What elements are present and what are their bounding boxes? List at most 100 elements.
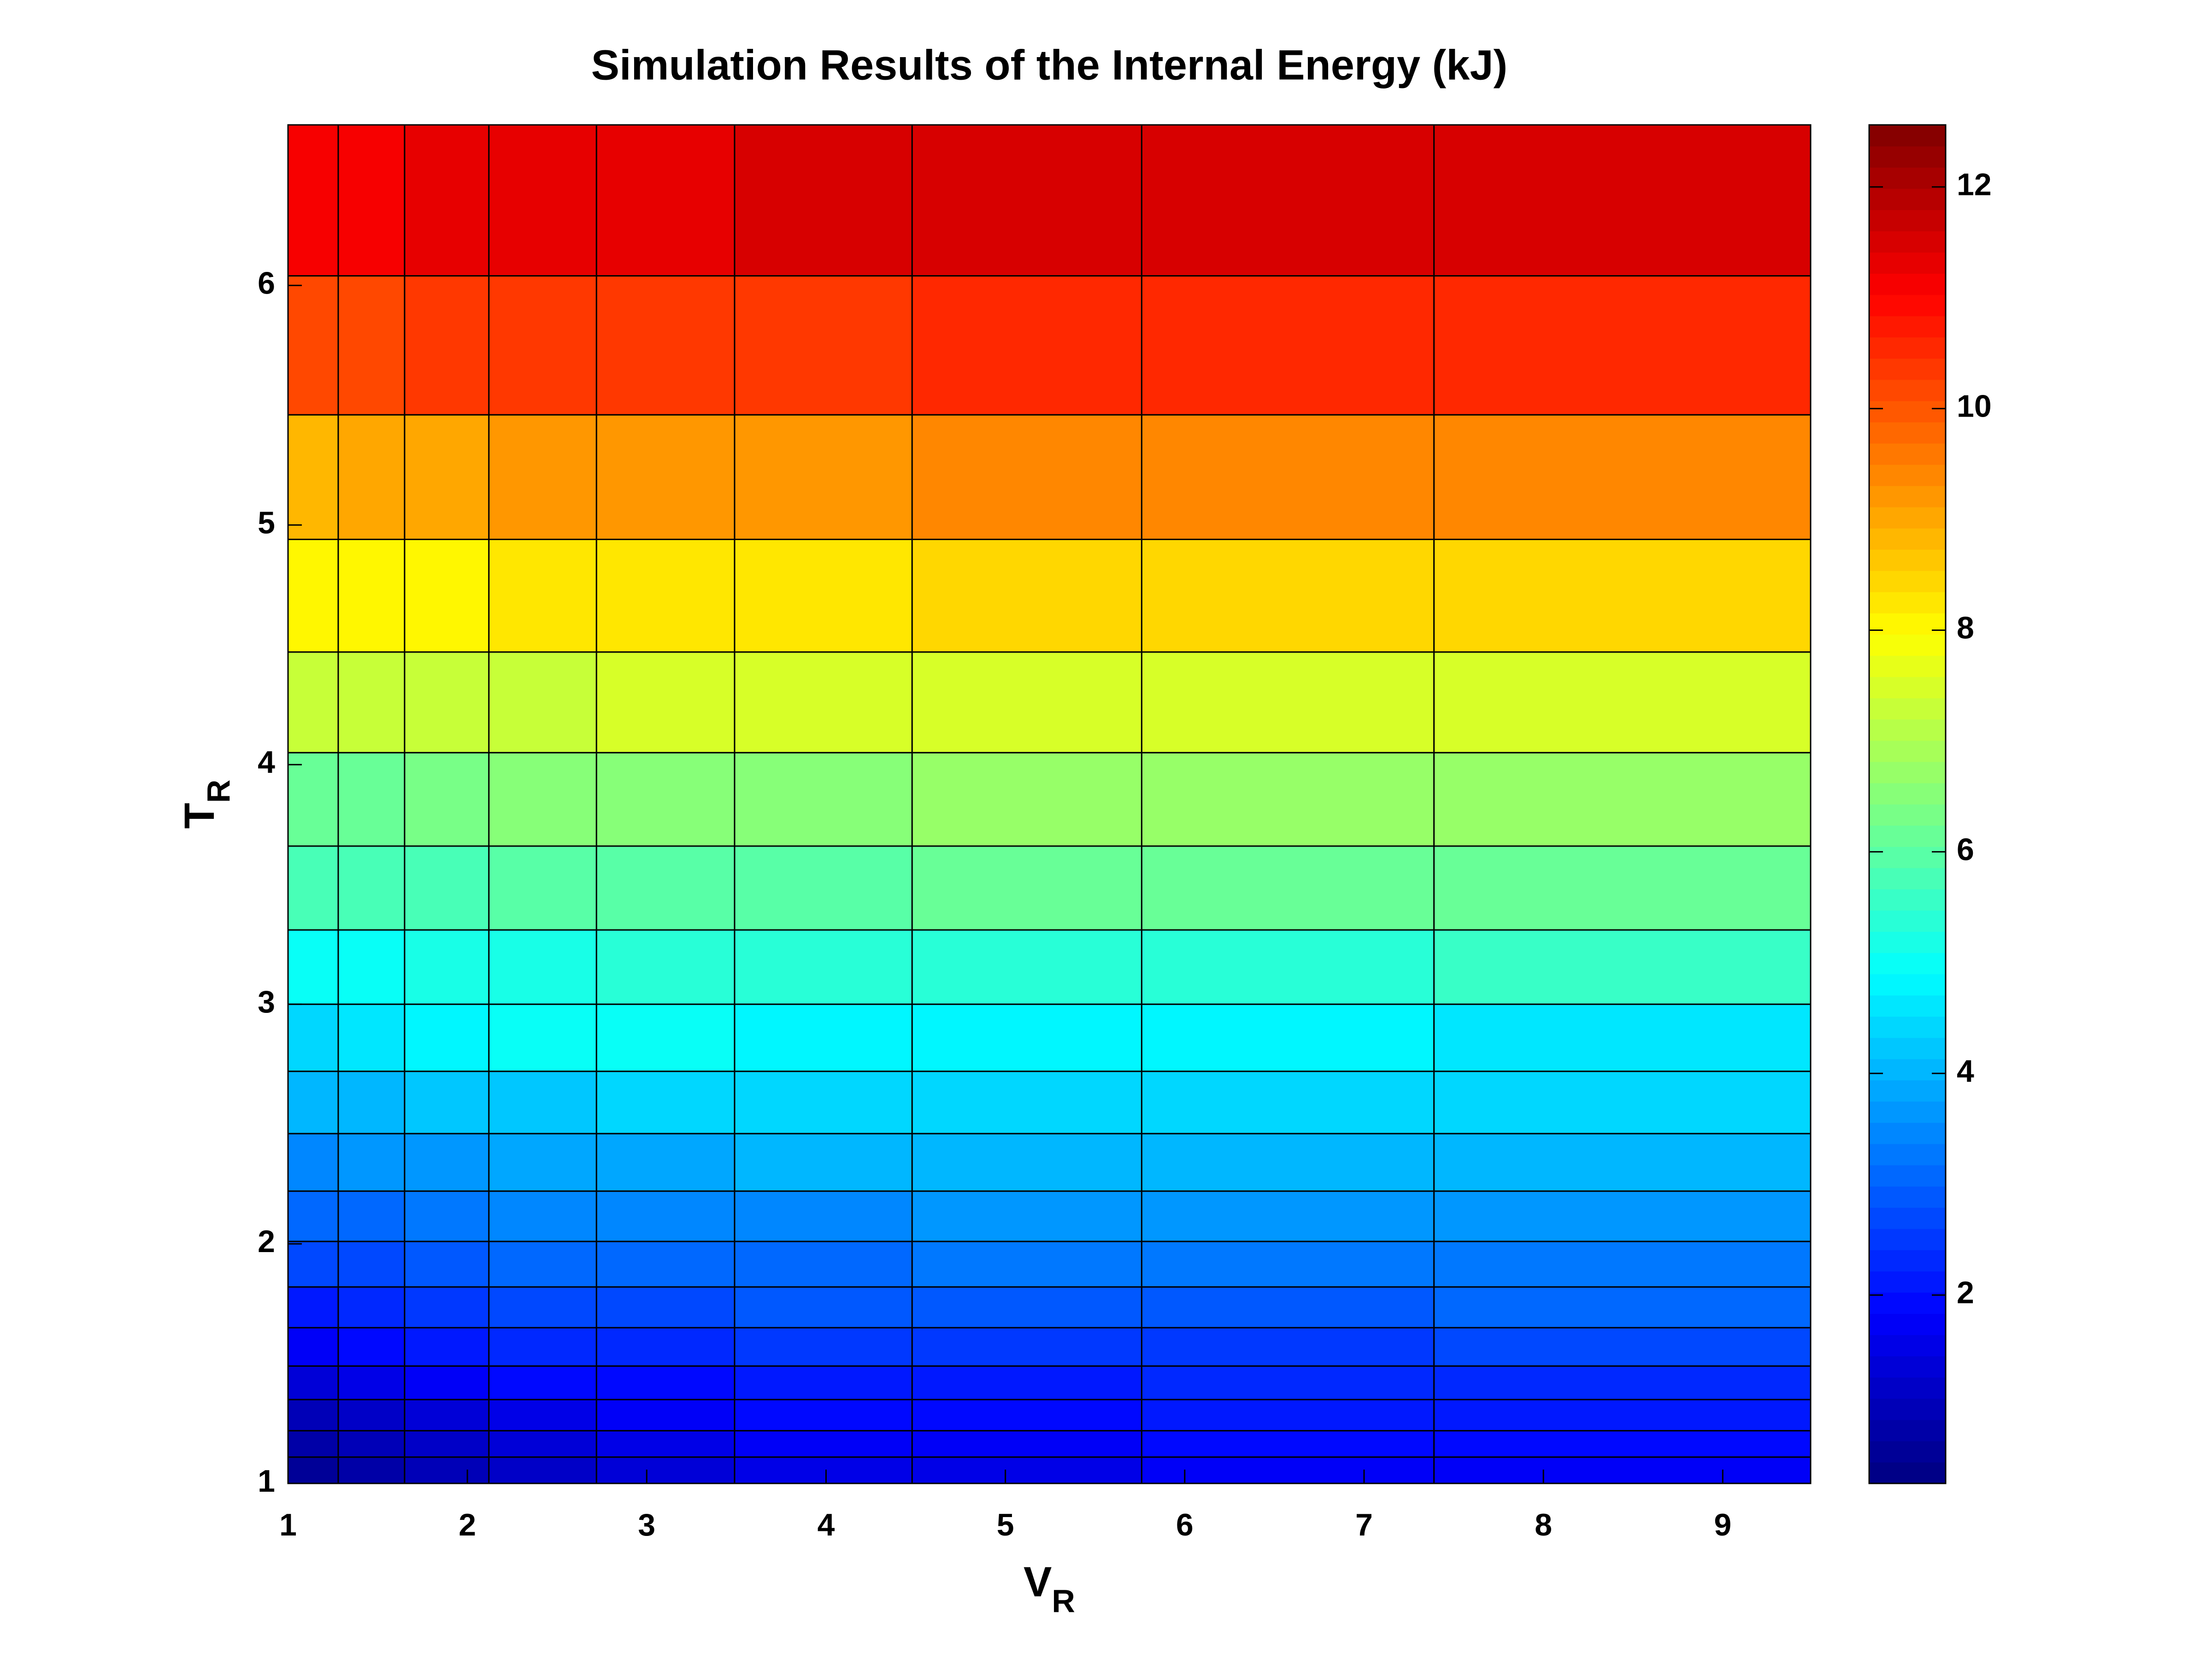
cell <box>595 1365 735 1400</box>
colorbar-band <box>1869 1377 1946 1399</box>
colorbar-band <box>1869 1059 1946 1081</box>
cell <box>488 1286 597 1329</box>
colorbar-band <box>1869 1037 1946 1059</box>
cell <box>488 1190 597 1242</box>
cell <box>337 651 406 753</box>
cell <box>287 651 339 753</box>
cell <box>595 845 735 931</box>
cell <box>488 1003 597 1072</box>
cell <box>1141 1003 1435 1072</box>
cell <box>488 929 597 1005</box>
cell <box>1141 1327 1435 1367</box>
cell <box>1433 752 1812 847</box>
colorbar-band <box>1869 1419 1946 1441</box>
cell <box>595 929 735 1005</box>
colorbar-band <box>1869 549 1946 571</box>
colorbar-band <box>1869 507 1946 529</box>
y-tick-label: 6 <box>258 265 275 300</box>
colorbar-band <box>1869 1313 1946 1335</box>
cell <box>488 1430 597 1458</box>
cell <box>1433 1071 1812 1135</box>
cell <box>337 1286 406 1329</box>
colorbar-band <box>1869 889 1946 911</box>
cell <box>337 414 406 540</box>
cell <box>287 1456 339 1484</box>
cell <box>911 1430 1142 1458</box>
cell <box>287 124 339 277</box>
cell <box>734 275 913 416</box>
colorbar-band <box>1869 974 1946 996</box>
colorbar-band <box>1869 761 1946 783</box>
cell <box>1433 1190 1812 1242</box>
cell <box>287 1365 339 1400</box>
cell <box>1433 1365 1812 1400</box>
cell <box>911 1241 1142 1288</box>
cell <box>595 1399 735 1432</box>
colorbar-band <box>1869 1462 1946 1484</box>
cell <box>488 275 597 416</box>
cell <box>404 752 490 847</box>
colorbar-tick-label: 12 <box>1957 167 1992 202</box>
cell <box>595 1430 735 1458</box>
cell <box>595 752 735 847</box>
cell <box>287 414 339 540</box>
colorbar-band <box>1869 273 1946 295</box>
colorbar-band <box>1869 825 1946 847</box>
colorbar-band <box>1869 465 1946 486</box>
colorbar-band <box>1869 125 1946 147</box>
colorbar-band <box>1869 592 1946 614</box>
cell <box>595 1327 735 1367</box>
cell <box>1141 1071 1435 1135</box>
cell <box>595 124 735 277</box>
cell <box>595 538 735 653</box>
cell <box>287 1430 339 1458</box>
cell <box>1141 651 1435 753</box>
cell <box>337 1430 406 1458</box>
colorbar: 2 4 6 8 10 12 <box>1868 124 1992 1484</box>
cell <box>1433 1241 1812 1288</box>
colorbar-band <box>1869 1335 1946 1357</box>
cell <box>404 845 490 931</box>
cell <box>734 1071 913 1135</box>
cell <box>1433 1430 1812 1458</box>
cell <box>488 845 597 931</box>
x-label-main: V <box>1024 1559 1052 1606</box>
cell <box>911 1399 1142 1432</box>
x-tick-label: 7 <box>1355 1507 1373 1542</box>
cell <box>1141 752 1435 847</box>
cell <box>1141 1365 1435 1400</box>
cell <box>1141 929 1435 1005</box>
cell <box>404 1241 490 1288</box>
cell <box>488 1327 597 1367</box>
x-tick-label: 9 <box>1714 1507 1731 1542</box>
cell <box>404 1327 490 1367</box>
cell <box>734 1456 913 1484</box>
x-label-sub: R <box>1052 1583 1075 1619</box>
cell <box>337 538 406 653</box>
cell <box>734 124 913 277</box>
colorbar-band <box>1869 953 1946 975</box>
colorbar-band <box>1869 634 1946 656</box>
cell <box>404 124 490 277</box>
cell <box>734 1286 913 1329</box>
colorbar-tick-label: 6 <box>1957 832 1974 867</box>
cell <box>337 1399 406 1432</box>
cell <box>911 538 1142 653</box>
cell <box>287 1241 339 1288</box>
x-tick-label: 1 <box>279 1507 297 1542</box>
cell <box>287 752 339 847</box>
cell <box>404 929 490 1005</box>
cell <box>734 1365 913 1400</box>
x-tick-label: 6 <box>1176 1507 1194 1542</box>
cell <box>337 845 406 931</box>
colorbar-band <box>1869 1250 1946 1271</box>
cell <box>1433 1399 1812 1432</box>
cell <box>911 275 1142 416</box>
x-tick-label: 4 <box>818 1507 835 1542</box>
cell <box>1141 1133 1435 1192</box>
cell <box>734 651 913 753</box>
cell <box>287 1399 339 1432</box>
colorbar-band <box>1869 868 1946 889</box>
y-tick-label: 3 <box>258 984 275 1019</box>
